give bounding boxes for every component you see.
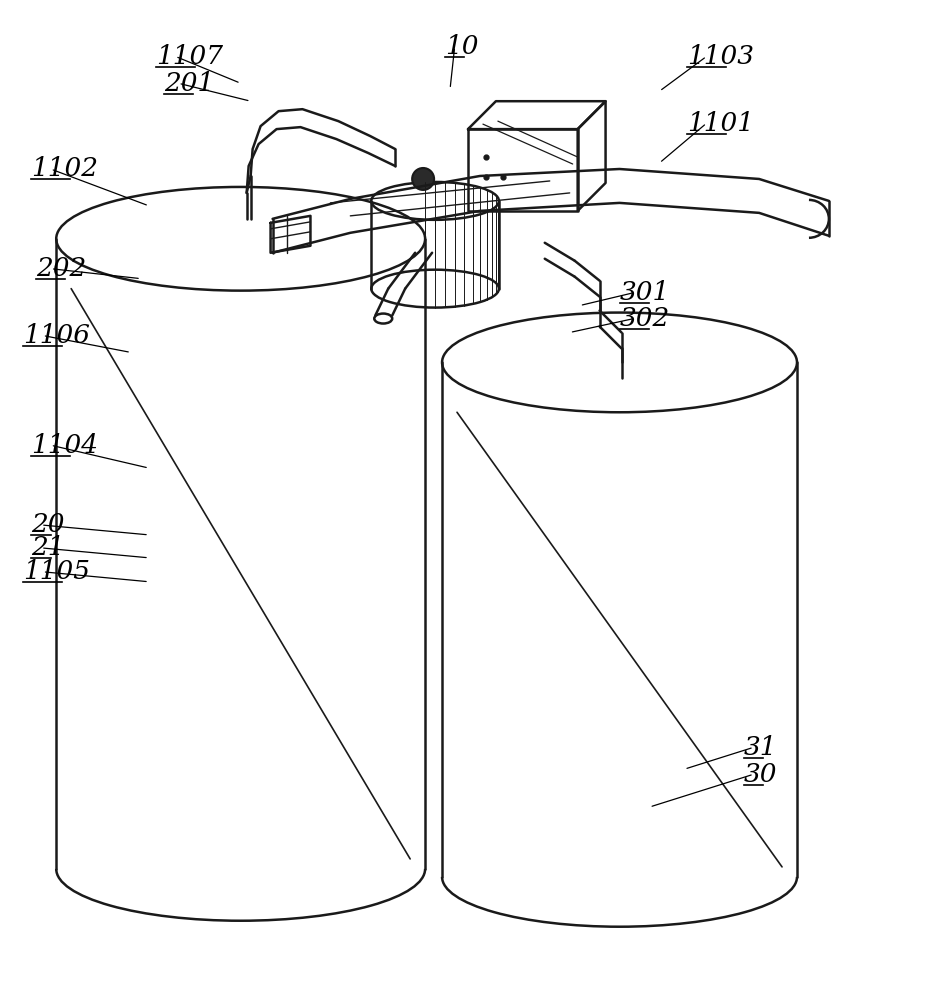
Text: 302: 302 [619,306,669,331]
Text: 1106: 1106 [23,323,91,348]
Text: 301: 301 [619,280,669,305]
Ellipse shape [412,168,434,190]
Text: 1104: 1104 [31,433,98,458]
Text: 20: 20 [31,512,65,537]
Text: 1107: 1107 [156,44,223,69]
Text: 30: 30 [745,762,778,787]
Text: 10: 10 [445,34,479,59]
Text: 1103: 1103 [687,44,755,69]
Text: 201: 201 [164,71,214,96]
Text: 202: 202 [36,256,86,281]
Text: 31: 31 [745,735,778,760]
Text: 1101: 1101 [687,111,755,136]
Text: 1102: 1102 [31,156,98,181]
Text: 21: 21 [31,535,65,560]
Text: 1105: 1105 [23,559,91,584]
